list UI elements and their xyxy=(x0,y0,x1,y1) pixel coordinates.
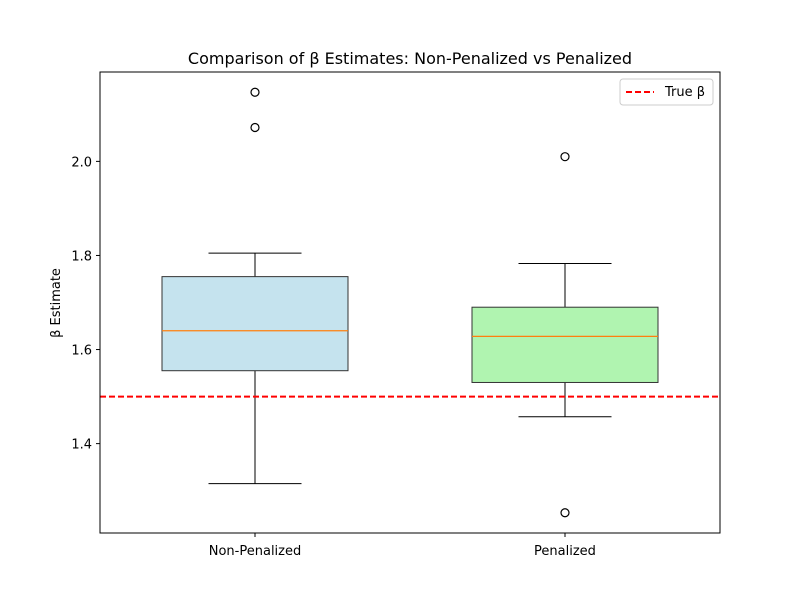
y-tick-label: 1.4 xyxy=(71,438,92,453)
y-tick-label: 1.8 xyxy=(71,249,92,264)
outlier-point xyxy=(560,508,570,518)
legend-box xyxy=(619,78,714,106)
box-group xyxy=(161,87,349,485)
box-group xyxy=(471,152,659,518)
y-tick-label: 1.6 xyxy=(71,344,92,359)
y-axis: 1.4 1.6 1.8 2.0 xyxy=(71,155,100,453)
legend-label-true-beta: True β xyxy=(664,85,705,100)
x-tick-label: Non-Penalized xyxy=(209,544,302,559)
outlier-point xyxy=(560,152,570,162)
outlier-point xyxy=(250,87,260,97)
box-iqr xyxy=(471,306,659,383)
plot-frame xyxy=(99,71,721,534)
box-iqr xyxy=(161,276,349,372)
legend: True β xyxy=(619,78,714,106)
y-tick-label: 2.0 xyxy=(71,155,92,170)
x-axis: Non-Penalized Penalized xyxy=(209,533,596,559)
x-tick-label: Penalized xyxy=(534,544,596,559)
y-axis-label: β Estimate xyxy=(49,268,64,338)
plot-area xyxy=(100,87,720,518)
chart-title: Comparison of β Estimates: Non-Penalized… xyxy=(188,49,632,68)
outlier-point xyxy=(250,122,260,133)
